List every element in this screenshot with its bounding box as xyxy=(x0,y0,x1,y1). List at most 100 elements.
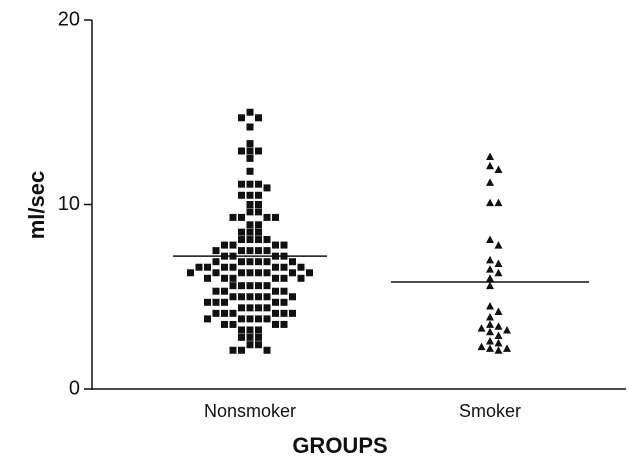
point xyxy=(486,198,494,207)
point xyxy=(246,315,254,323)
point xyxy=(255,293,262,301)
point xyxy=(255,304,262,312)
point xyxy=(229,213,237,221)
point xyxy=(246,180,254,188)
point xyxy=(255,221,262,229)
point xyxy=(280,241,288,249)
point xyxy=(306,269,313,277)
point xyxy=(255,147,262,155)
point xyxy=(238,228,245,236)
point xyxy=(255,247,262,255)
point xyxy=(238,236,245,244)
point xyxy=(221,241,228,249)
x-tick-label: Nonsmoker xyxy=(204,401,296,421)
y-tick-label: 10 xyxy=(58,193,80,215)
point xyxy=(246,269,254,277)
point xyxy=(272,213,279,221)
point xyxy=(246,282,254,290)
point xyxy=(212,287,220,295)
point xyxy=(272,287,279,295)
point xyxy=(246,228,254,236)
point xyxy=(255,282,262,290)
point xyxy=(246,123,254,131)
point xyxy=(238,147,245,155)
point xyxy=(289,309,296,317)
point xyxy=(263,282,271,290)
point xyxy=(503,325,511,334)
point xyxy=(477,324,486,332)
point xyxy=(238,191,245,199)
point xyxy=(246,147,254,155)
point xyxy=(212,269,220,277)
point xyxy=(486,274,494,282)
point xyxy=(280,298,288,306)
point xyxy=(212,298,220,306)
point xyxy=(229,263,237,271)
point xyxy=(494,346,503,354)
point xyxy=(272,298,279,306)
point xyxy=(246,341,254,349)
point xyxy=(280,320,288,328)
point xyxy=(486,255,494,264)
point xyxy=(204,315,211,323)
point xyxy=(246,333,254,341)
point xyxy=(221,274,228,282)
point xyxy=(246,108,254,116)
point xyxy=(246,326,254,334)
point xyxy=(494,307,503,316)
point xyxy=(255,228,262,236)
point xyxy=(246,236,254,244)
point xyxy=(263,346,271,354)
point xyxy=(212,309,220,317)
point xyxy=(255,201,262,208)
point xyxy=(280,287,288,295)
point xyxy=(255,236,262,244)
point xyxy=(263,258,271,266)
point xyxy=(255,269,262,277)
point xyxy=(263,213,271,221)
y-tick-label: 0 xyxy=(69,377,80,399)
point xyxy=(238,326,245,334)
point xyxy=(494,322,503,330)
y-tick-label: 20 xyxy=(58,8,80,30)
point xyxy=(204,263,211,271)
point xyxy=(246,247,254,255)
point xyxy=(238,114,245,122)
point xyxy=(204,298,211,306)
point xyxy=(238,247,245,255)
point xyxy=(246,258,254,266)
point xyxy=(494,198,503,207)
point xyxy=(297,274,305,282)
point xyxy=(494,241,503,249)
point xyxy=(289,258,296,266)
point xyxy=(246,154,254,162)
point xyxy=(486,265,494,273)
point xyxy=(229,320,237,328)
point xyxy=(486,235,494,244)
point xyxy=(494,331,503,339)
point xyxy=(238,213,245,221)
point xyxy=(221,263,228,271)
point xyxy=(246,208,254,216)
point xyxy=(486,281,494,290)
point xyxy=(229,346,237,354)
point xyxy=(494,268,503,277)
point xyxy=(263,236,271,244)
point xyxy=(255,114,262,122)
point xyxy=(255,208,262,216)
point xyxy=(255,191,262,199)
point xyxy=(238,304,245,312)
point xyxy=(238,346,245,354)
point xyxy=(246,221,254,229)
point xyxy=(246,293,254,301)
point xyxy=(486,301,494,310)
point xyxy=(263,269,271,277)
point xyxy=(238,269,245,277)
point xyxy=(263,247,271,255)
x-axis-label: GROUPS xyxy=(292,433,387,458)
point xyxy=(255,258,262,266)
point xyxy=(280,309,288,317)
point xyxy=(486,161,494,170)
point xyxy=(272,309,279,317)
